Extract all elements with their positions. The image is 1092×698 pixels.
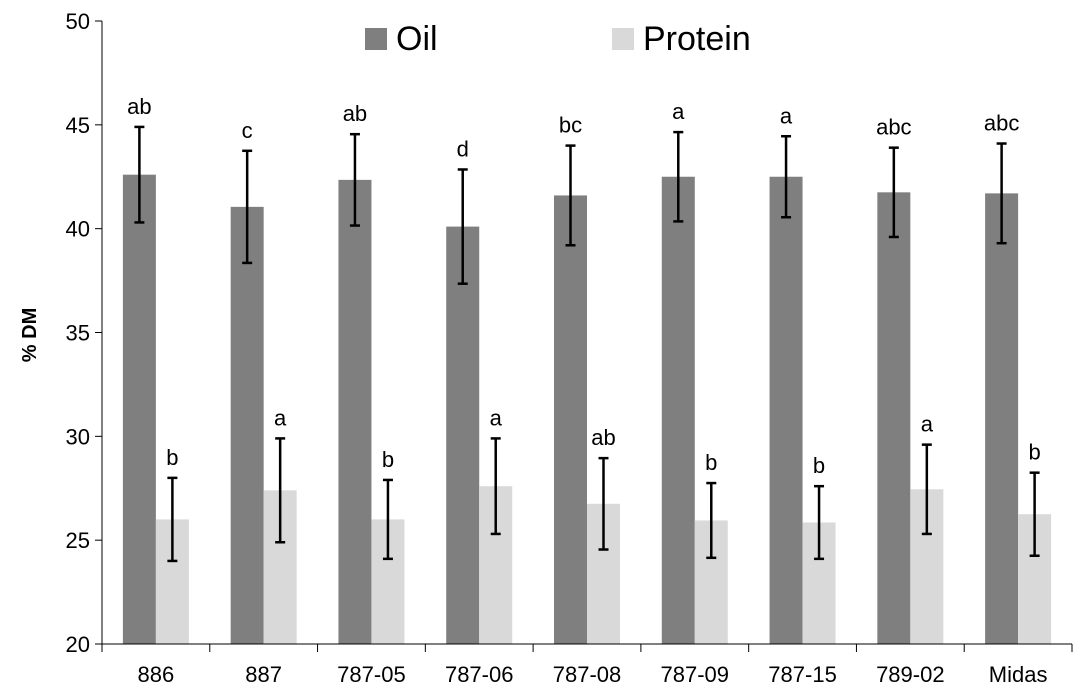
significance-label: abc (876, 115, 911, 140)
x-category-label: 787-06 (445, 662, 514, 687)
x-category-label: 787-09 (661, 662, 730, 687)
y-tick-label: 30 (66, 424, 90, 449)
y-tick-label: 20 (66, 632, 90, 657)
significance-label: b (1028, 440, 1040, 465)
bar-oil (338, 179, 372, 645)
significance-label: c (242, 118, 253, 143)
x-category-label: 787-08 (553, 662, 622, 687)
y-tick-label: 35 (66, 321, 90, 346)
significance-label: a (672, 99, 685, 124)
significance-label: b (813, 453, 825, 478)
significance-label: a (274, 405, 287, 430)
x-category-label: 789-02 (876, 662, 945, 687)
bar-oil (554, 195, 587, 644)
bar-oil (661, 176, 695, 644)
bar-oil (769, 176, 803, 644)
y-axis: 20 25 30 35 40 45 50 (66, 9, 103, 657)
y-tick-label: 45 (66, 113, 90, 138)
bar-oil (877, 192, 911, 644)
legend-swatch-protein (612, 28, 634, 50)
significance-label: b (166, 445, 178, 470)
legend-label-oil: Oil (396, 20, 438, 58)
legend: Oil Protein (365, 20, 751, 58)
y-axis-label: % DM (19, 308, 41, 362)
x-category-label: 887 (245, 662, 282, 687)
bar-oil (446, 226, 480, 644)
significance-label: ab (127, 94, 151, 119)
significance-label: b (705, 450, 717, 475)
significance-label: d (457, 136, 469, 161)
x-axis: 886 887 787-05 787-06 787-08 787-09 787-15 789-… (101, 643, 1073, 687)
significance-label: a (921, 412, 934, 437)
y-tick-label: 40 (66, 217, 90, 242)
bar-oil (122, 174, 156, 644)
x-category-label: 886 (138, 662, 175, 687)
significance-label: abc (984, 111, 1019, 136)
legend-swatch-oil (365, 28, 387, 50)
legend-label-protein: Protein (643, 20, 751, 58)
significance-label: b (382, 447, 394, 472)
significance-label: ab (343, 101, 367, 126)
x-category-label: Midas (989, 662, 1048, 687)
bar-oil (985, 193, 1019, 644)
significance-label: a (490, 405, 503, 430)
significance-label: ab (591, 425, 615, 450)
x-category-label: 787-15 (768, 662, 837, 687)
y-tick-label: 50 (66, 9, 90, 34)
significance-label: a (780, 103, 793, 128)
y-tick-label: 25 (66, 528, 90, 553)
significance-label: bc (559, 113, 582, 138)
x-category-label: 787-05 (337, 662, 406, 687)
bar-oil (230, 206, 264, 644)
